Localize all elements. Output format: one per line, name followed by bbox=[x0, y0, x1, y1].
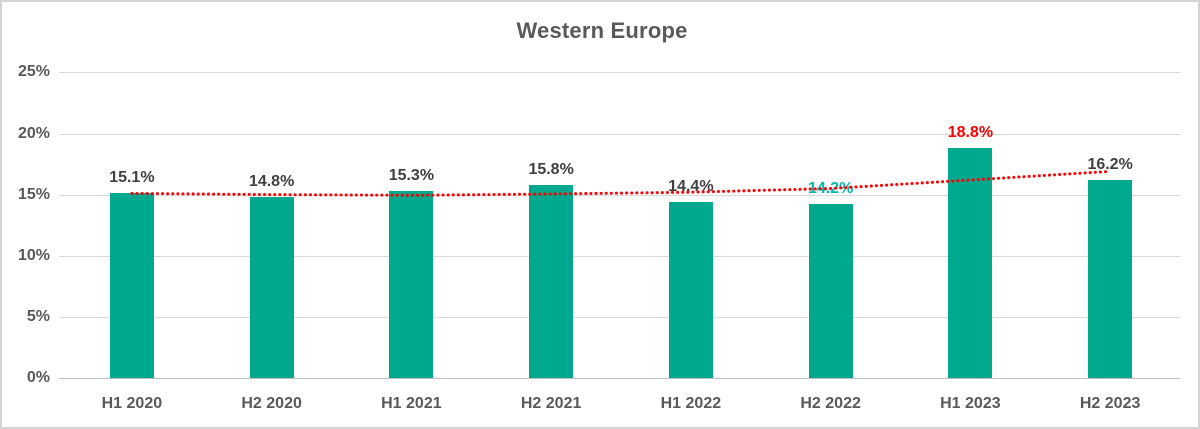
bar-h1-2021 bbox=[389, 190, 434, 378]
x-axis-tick-label: H1 2022 bbox=[660, 395, 722, 412]
x-axis-line bbox=[59, 378, 1180, 379]
x-axis-tick-label: H2 2020 bbox=[241, 395, 302, 412]
gridline bbox=[59, 194, 1180, 196]
bar-h2-2023 bbox=[1088, 179, 1133, 378]
x-axis-tick-label: H1 2023 bbox=[940, 395, 1001, 412]
gridline bbox=[59, 316, 1180, 318]
x-axis-tick-label: H2 2023 bbox=[1079, 395, 1141, 412]
x-axis-tick-label: H2 2022 bbox=[800, 395, 861, 412]
value-label: 18.8% bbox=[947, 124, 994, 142]
gridline bbox=[59, 133, 1180, 135]
bar-h2-2021 bbox=[529, 184, 574, 378]
value-label: 14.2% bbox=[807, 180, 854, 198]
y-axis-tick-label: 0% bbox=[26, 369, 50, 386]
value-label: 16.2% bbox=[1087, 155, 1133, 173]
value-label: 15.8% bbox=[528, 160, 574, 178]
y-axis-tick-label: 10% bbox=[17, 246, 50, 264]
value-label: 14.8% bbox=[248, 173, 295, 191]
value-label: 15.1% bbox=[109, 169, 155, 187]
bar-h2-2022 bbox=[808, 204, 853, 378]
value-label: 15.3% bbox=[388, 166, 435, 184]
bar-h1-2020 bbox=[109, 193, 154, 378]
bar-h1-2023 bbox=[948, 148, 993, 378]
value-label: 14.4% bbox=[668, 177, 714, 195]
x-axis-tick-label: H2 2021 bbox=[520, 395, 582, 412]
bar-h2-2020 bbox=[249, 197, 294, 378]
x-axis-tick-label: H1 2020 bbox=[101, 395, 163, 412]
y-axis-tick-label: 25% bbox=[17, 63, 50, 81]
y-axis-tick-label: 20% bbox=[17, 124, 50, 142]
bar-h1-2022 bbox=[668, 201, 713, 378]
gridline bbox=[59, 255, 1180, 257]
gridline bbox=[59, 72, 1180, 74]
y-axis-tick-label: 5% bbox=[26, 307, 50, 325]
y-axis-tick-label: 15% bbox=[17, 185, 50, 203]
chart-title: Western Europe bbox=[516, 18, 688, 43]
x-axis-tick-label: H1 2021 bbox=[381, 395, 442, 412]
